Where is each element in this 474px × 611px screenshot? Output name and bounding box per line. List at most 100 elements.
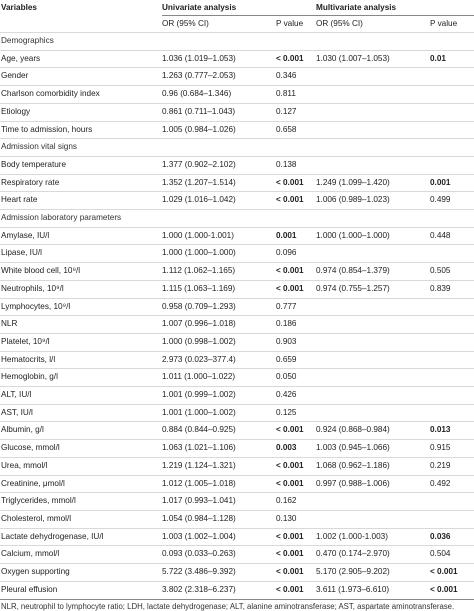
multivariate-or-cell: 0.974 (0.854–1.379) [316, 262, 430, 281]
table-row: Lymphocytes, 10⁹/l 0.958 (0.709–1.293) 0.7… [0, 297, 474, 316]
univariate-or-cell: 1.003 (1.002–1.004) [162, 527, 276, 546]
multivariate-or-cell: 0.997 (0.988–1.006) [316, 474, 430, 493]
table-row: ALT, IU/l 1.001 (0.999–1.002) 0.426 [0, 386, 474, 405]
univariate-p-cell: 0.096 [276, 244, 316, 263]
univariate-or-cell: 3.802 (2.318–6.237) [162, 580, 276, 599]
multivariate-or-cell: 1.002 (1.000-1.003) [316, 527, 430, 546]
multivariate-p-cell [430, 297, 474, 316]
table-row: Cholesterol, mmol/l 1.054 (0.984–1.128) 0.… [0, 509, 474, 529]
univariate-p-cell: 0.127 [276, 102, 316, 122]
table-row: Platelet, 10⁹/l 1.000 (0.998–1.002) 0.903 [0, 332, 474, 352]
table-row: Hematocrits, l/l 2.973 (0.023–377.4) 0.659 [0, 350, 474, 369]
multivariate-or-cell [316, 85, 430, 104]
variable-cell: Neutrophils, 10⁹/l [0, 279, 162, 299]
univariate-or-cell: 1.005 (0.984–1.026) [162, 120, 276, 139]
univariate-or-cell: 0.093 (0.033–0.263) [162, 545, 276, 564]
univariate-p-cell: 0.811 [276, 85, 316, 104]
univariate-p-cell: 0.658 [276, 120, 316, 139]
multivariate-p-cell: 0.013 [430, 421, 474, 440]
univariate-p-cell: 0.777 [276, 297, 316, 316]
multivariate-or-cell: 1.249 (1.099–1.420) [316, 173, 430, 192]
variables-header: Variables [1, 3, 37, 13]
variable-cell: Lipase, IU/l [0, 244, 162, 263]
multivariate-p-header: P value [430, 19, 458, 28]
table-row: Gender 1.263 (0.777–2.053) 0.346 [0, 67, 474, 86]
table-row: Amylase, IU/l 1.000 (1.000-1.001) 0.001 1.0… [0, 226, 474, 245]
variable-cell: Time to admission, hours [0, 120, 162, 139]
variable-cell: Hemoglobin, g/l [0, 368, 162, 387]
univariate-or-cell: 1.036 (1.019–1.053) [162, 49, 276, 68]
univariate-p-cell: < 0.001 [276, 545, 316, 564]
multivariate-or-cell [316, 492, 430, 511]
multivariate-p-cell [430, 368, 474, 387]
univariate-p-cell: 0.125 [276, 403, 316, 422]
table-row: Albumin, g/l 0.884 (0.844–0.925) < 0.001 0.… [0, 421, 474, 440]
variable-cell: NLR [0, 315, 162, 334]
multivariate-header: Multivariate analysis [316, 0, 474, 16]
section-row: Admission laboratory parameters [0, 209, 474, 228]
multivariate-p-cell: 0.492 [430, 474, 474, 493]
univariate-or-cell: 1.054 (0.984–1.128) [162, 509, 276, 529]
univariate-p-cell: 0.186 [276, 315, 316, 334]
variable-cell: Lactate dehydrogenase, IU/l [0, 527, 162, 546]
table-row: Charlson comorbidity index 0.96 (0.684–1.… [0, 85, 474, 104]
multivariate-p-cell: 0.01 [430, 49, 474, 68]
table-footnote: NLR, neutrophil to lymphocyte ratio; LDH… [1, 601, 455, 611]
multivariate-p-cell [430, 492, 474, 511]
variable-cell: Respiratory rate [0, 173, 162, 192]
univariate-p-cell: < 0.001 [276, 563, 316, 582]
variable-cell: Pleural effusion [0, 580, 162, 599]
univariate-p-cell: < 0.001 [276, 49, 316, 68]
variable-cell: Hematocrits, l/l [0, 350, 162, 369]
univariate-or-cell: 0.96 (0.684–1.346) [162, 85, 276, 104]
multivariate-or-cell [316, 102, 430, 122]
multivariate-p-cell [430, 386, 474, 405]
multivariate-or-cell: 1.000 (1.000–1.000) [316, 226, 430, 245]
univariate-or-cell: 1.000 (1.000–1.000) [162, 244, 276, 263]
table-row: Calcium, mmol/l 0.093 (0.033–0.263) < 0.00… [0, 545, 474, 564]
multivariate-p-cell [430, 102, 474, 122]
variable-cell: Cholesterol, mmol/l [0, 509, 162, 529]
multivariate-or-cell [316, 315, 430, 334]
multivariate-or-cell: 0.924 (0.868–0.984) [316, 421, 430, 440]
variable-cell: Gender [0, 67, 162, 86]
univariate-or-cell: 1.063 (1.021–1.106) [162, 439, 276, 458]
multivariate-p-cell: < 0.001 [430, 563, 474, 582]
univariate-or-cell: 1.219 (1.124–1.321) [162, 456, 276, 476]
table-row: NLR 1.007 (0.996–1.018) 0.186 [0, 315, 474, 334]
table-row: Hemoglobin, g/l 1.011 (1.000–1.022) 0.050 [0, 368, 474, 387]
multivariate-p-cell [430, 315, 474, 334]
univariate-p-cell: < 0.001 [276, 262, 316, 281]
variable-cell: Urea, mmol/l [0, 456, 162, 476]
univariate-p-cell: 0.162 [276, 492, 316, 511]
table-row: Pleural effusion 3.802 (2.318–6.237) < 0.0… [0, 580, 474, 599]
univariate-or-header: OR (95% CI) [162, 19, 209, 28]
univariate-or-cell: 1.115 (1.063–1.169) [162, 279, 276, 299]
multivariate-or-cell: 3.611 (1.973–6.610) [316, 580, 430, 599]
multivariate-p-cell [430, 85, 474, 104]
multivariate-or-cell: 5.170 (2.905–9.202) [316, 563, 430, 582]
univariate-or-cell: 5.722 (3.486–9.392) [162, 563, 276, 582]
table-row: Age, years 1.036 (1.019–1.053) < 0.001 1.03… [0, 49, 474, 68]
multivariate-p-cell: < 0.001 [430, 580, 474, 599]
univariate-or-cell: 0.958 (0.709–1.293) [162, 297, 276, 316]
variable-cell: Triglycerides, mmol/l [0, 492, 162, 511]
table-row: AST, IU/l 1.001 (1.000–1.002) 0.125 [0, 403, 474, 422]
table-header-row: Variables Univariate analysis Multivaria… [0, 0, 474, 16]
table-row: Triglycerides, mmol/l 1.017 (0.993–1.041)… [0, 492, 474, 511]
univariate-p-cell: 0.346 [276, 67, 316, 86]
univariate-p-cell: < 0.001 [276, 580, 316, 599]
multivariate-p-cell: 0.036 [430, 527, 474, 546]
multivariate-or-cell: 1.030 (1.007–1.053) [316, 49, 430, 68]
univariate-header: Univariate analysis [162, 0, 316, 16]
univariate-or-cell: 1.011 (1.000–1.022) [162, 368, 276, 387]
multivariate-or-cell: 1.006 (0.989–1.023) [316, 191, 430, 210]
multivariate-or-cell [316, 368, 430, 387]
univariate-p-cell: < 0.001 [276, 421, 316, 440]
variable-cell: Amylase, IU/l [0, 226, 162, 245]
univariate-p-cell: 0.659 [276, 350, 316, 369]
univariate-or-cell: 1.001 (0.999–1.002) [162, 386, 276, 405]
univariate-p-cell: < 0.001 [276, 456, 316, 476]
variable-cell: Body temperature [0, 155, 162, 175]
